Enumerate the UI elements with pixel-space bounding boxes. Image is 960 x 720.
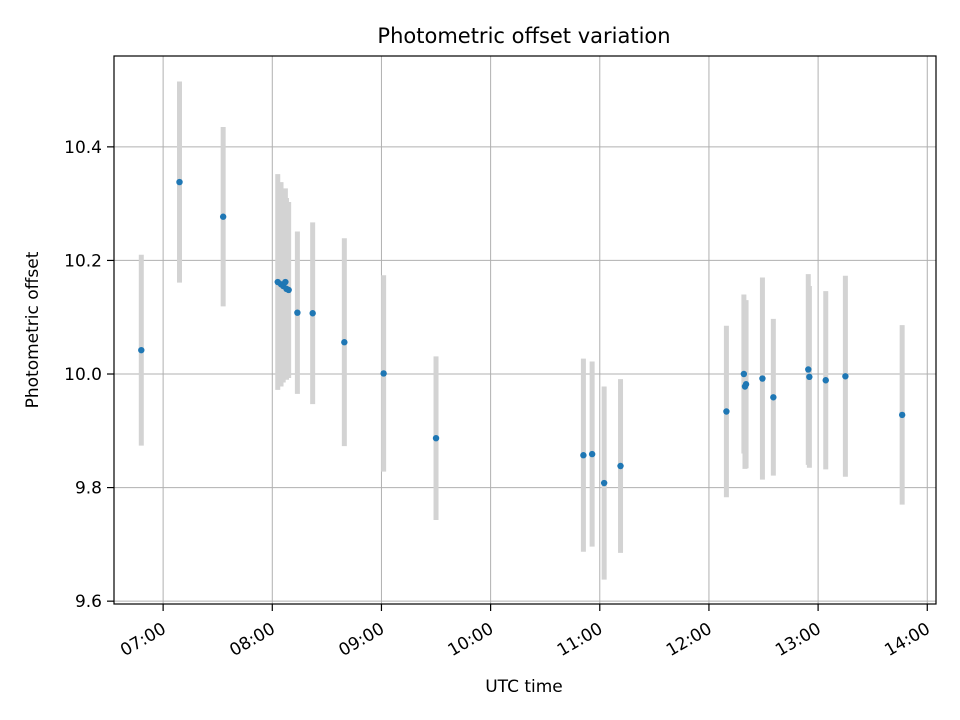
data-point-26: [822, 377, 829, 384]
x-axis: 07:00 08:00 09:00 10:00 11:00 12:00 13:00 14:00: [117, 604, 934, 661]
data-point-10: [309, 310, 316, 317]
data-point-9: [294, 309, 301, 316]
y-tick-label-1: 9.8: [75, 479, 102, 499]
data-point-17: [617, 462, 624, 470]
data-point-25: [806, 373, 813, 381]
y-tick-label-3: 10.2: [64, 251, 102, 271]
data-point-12: [380, 370, 387, 377]
x-tick-label-0: 07:00: [117, 619, 169, 661]
data-point-21: [742, 381, 750, 388]
x-tick-label-3: 10:00: [445, 619, 497, 661]
data-point-15: [588, 450, 596, 458]
y-tick-label-4: 10.4: [64, 138, 102, 158]
grid-lines: [114, 56, 936, 604]
errorbar-group: [138, 81, 905, 580]
data-point-16: [600, 479, 608, 487]
y-axis: 9.6 9.8 10.0 10.2 10.4: [64, 138, 114, 612]
data-point-8: [285, 286, 292, 294]
data-point-28: [898, 411, 906, 419]
x-tick-label-4: 11:00: [554, 619, 606, 661]
x-tick-label-2: 09:00: [336, 619, 388, 661]
data-point-6: [282, 278, 289, 286]
x-axis-label: UTC time: [485, 677, 563, 697]
data-point-22: [759, 375, 766, 382]
y-tick-label-0: 9.6: [75, 592, 102, 612]
data-point-18: [723, 408, 730, 415]
x-tick-label-7: 14:00: [881, 619, 933, 661]
data-point-24: [805, 366, 812, 373]
data-point-1: [176, 178, 183, 186]
data-point-2: [219, 213, 227, 220]
plot-frame: [113, 55, 937, 605]
x-tick-label-1: 08:00: [226, 619, 278, 661]
data-point-0: [138, 346, 145, 354]
data-point-11: [341, 339, 348, 346]
x-tick-label-5: 12:00: [663, 619, 715, 661]
data-point-14: [580, 452, 587, 459]
chart-title: Photometric offset variation: [377, 24, 670, 48]
y-tick-label-2: 10.0: [64, 365, 102, 385]
data-point-27: [842, 373, 849, 380]
point-group: [138, 178, 906, 487]
data-point-19: [740, 370, 748, 378]
data-point-23: [770, 394, 777, 401]
x-tick-label-6: 13:00: [772, 619, 824, 661]
y-axis-label: Photometric offset: [23, 251, 43, 408]
data-point-13: [432, 434, 440, 442]
